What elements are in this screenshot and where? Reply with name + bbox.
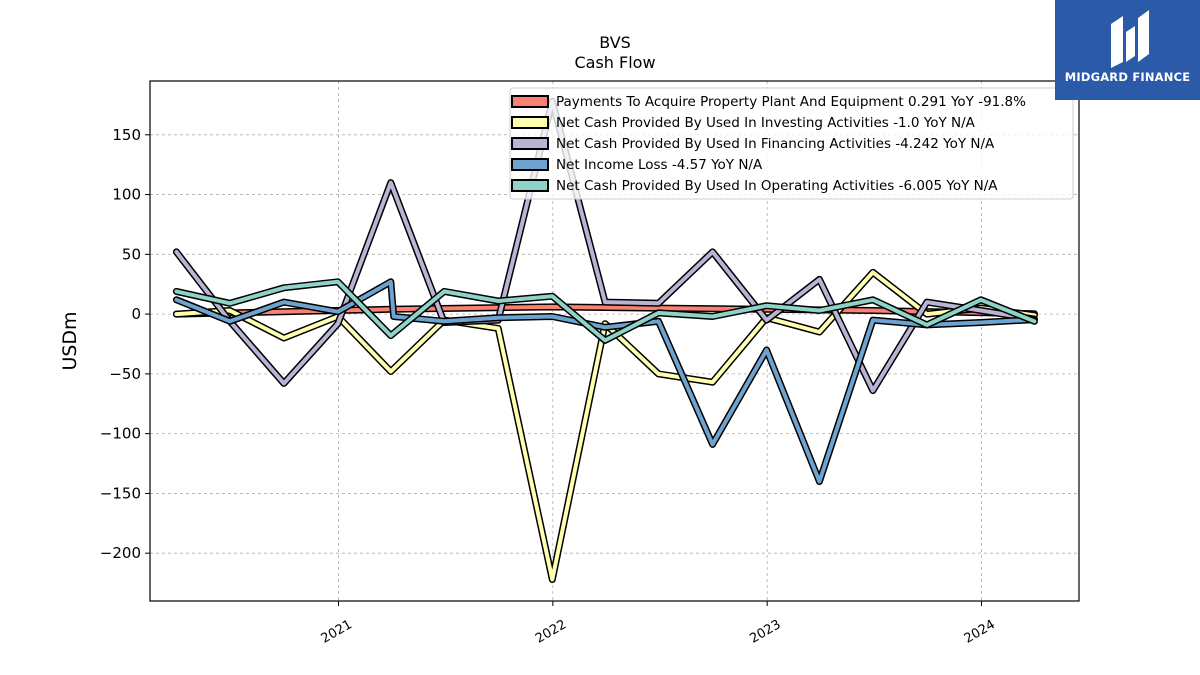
midgard-logo-icon xyxy=(1111,10,1149,68)
y-tick-label: −150 xyxy=(100,484,141,502)
y-axis-label: USDm xyxy=(59,311,81,370)
legend-entry: Payments To Acquire Property Plant And E… xyxy=(556,94,1026,110)
legend-entry: Net Cash Provided By Used In Investing A… xyxy=(556,115,976,131)
series-1-line xyxy=(174,270,1037,582)
legend-entry: Net Cash Provided By Used In Operating A… xyxy=(556,178,998,194)
chart-title: BVS xyxy=(599,33,631,52)
series-layer xyxy=(172,97,1038,583)
y-tick-label: 50 xyxy=(122,245,141,263)
legend-swatch xyxy=(511,116,549,129)
legend-entry: Net Income Loss -4.57 YoY N/A xyxy=(556,157,763,173)
x-axis: 2021 2022 2023 2024 xyxy=(319,601,998,647)
legend-entry: Net Cash Provided By Used In Financing A… xyxy=(556,136,995,152)
plot-frame xyxy=(149,80,1080,602)
legend-box xyxy=(509,87,1074,200)
legend-swatch xyxy=(511,95,549,108)
y-tick-label: −100 xyxy=(100,425,141,443)
legend-swatch xyxy=(511,179,549,192)
logo-brand-text: MIDGARD FINANCE xyxy=(1064,70,1191,84)
y-tick-label: 100 xyxy=(112,186,141,204)
series-4-line xyxy=(174,279,1037,343)
x-tick-label: 2022 xyxy=(533,617,569,647)
legend-swatch xyxy=(511,137,549,150)
legend: Payments To Acquire Property Plant And E… xyxy=(509,87,1074,200)
y-tick-label: 150 xyxy=(112,126,141,144)
y-tick-label: 0 xyxy=(131,305,141,323)
x-tick-label: 2024 xyxy=(962,617,998,647)
midgard-finance-logo: MIDGARD FINANCE xyxy=(1055,0,1200,100)
y-axis: 150 100 50 0 −50 −100 −150 −200 xyxy=(100,126,150,562)
series-2-line xyxy=(174,99,1037,393)
x-tick-label: 2023 xyxy=(747,617,783,647)
chart-subtitle: Cash Flow xyxy=(574,53,655,72)
y-tick-label: −50 xyxy=(109,365,141,383)
legend-swatch xyxy=(511,158,549,171)
y-tick-label: −200 xyxy=(100,544,141,562)
x-tick-label: 2021 xyxy=(319,617,355,647)
